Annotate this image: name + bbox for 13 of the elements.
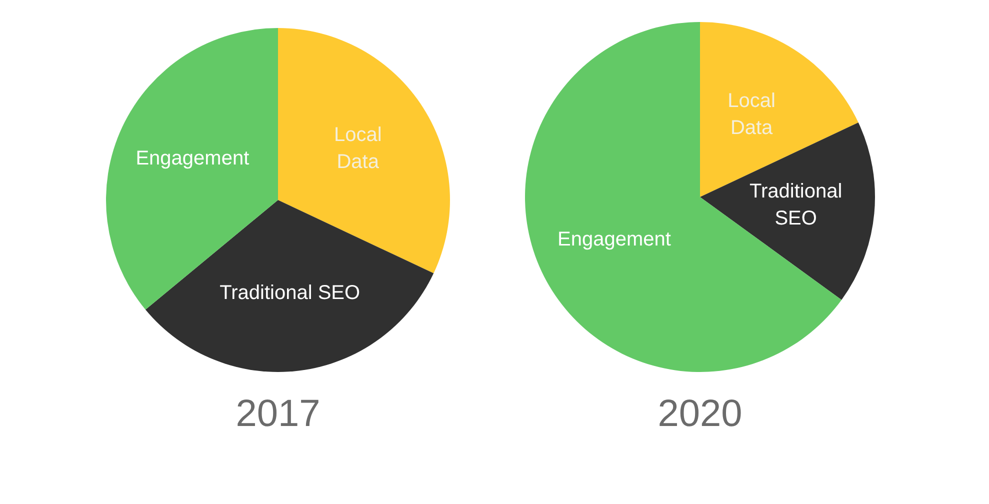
pie-slice (700, 122, 875, 300)
slice-label: Engagement (558, 228, 672, 251)
pie-slice (525, 22, 842, 372)
text: 2017 (236, 393, 320, 436)
slice-label: Traditional SEO (750, 180, 842, 230)
pie-slice (278, 28, 450, 274)
slice-label: Traditional SEO (220, 282, 360, 304)
slice-label: Local Data (728, 90, 776, 140)
slice-label: Local Data (334, 124, 382, 174)
pie-slice (145, 200, 434, 372)
slice-label: Engagement (136, 148, 250, 170)
text: 2020 (658, 393, 742, 436)
pie-slice (700, 22, 858, 197)
